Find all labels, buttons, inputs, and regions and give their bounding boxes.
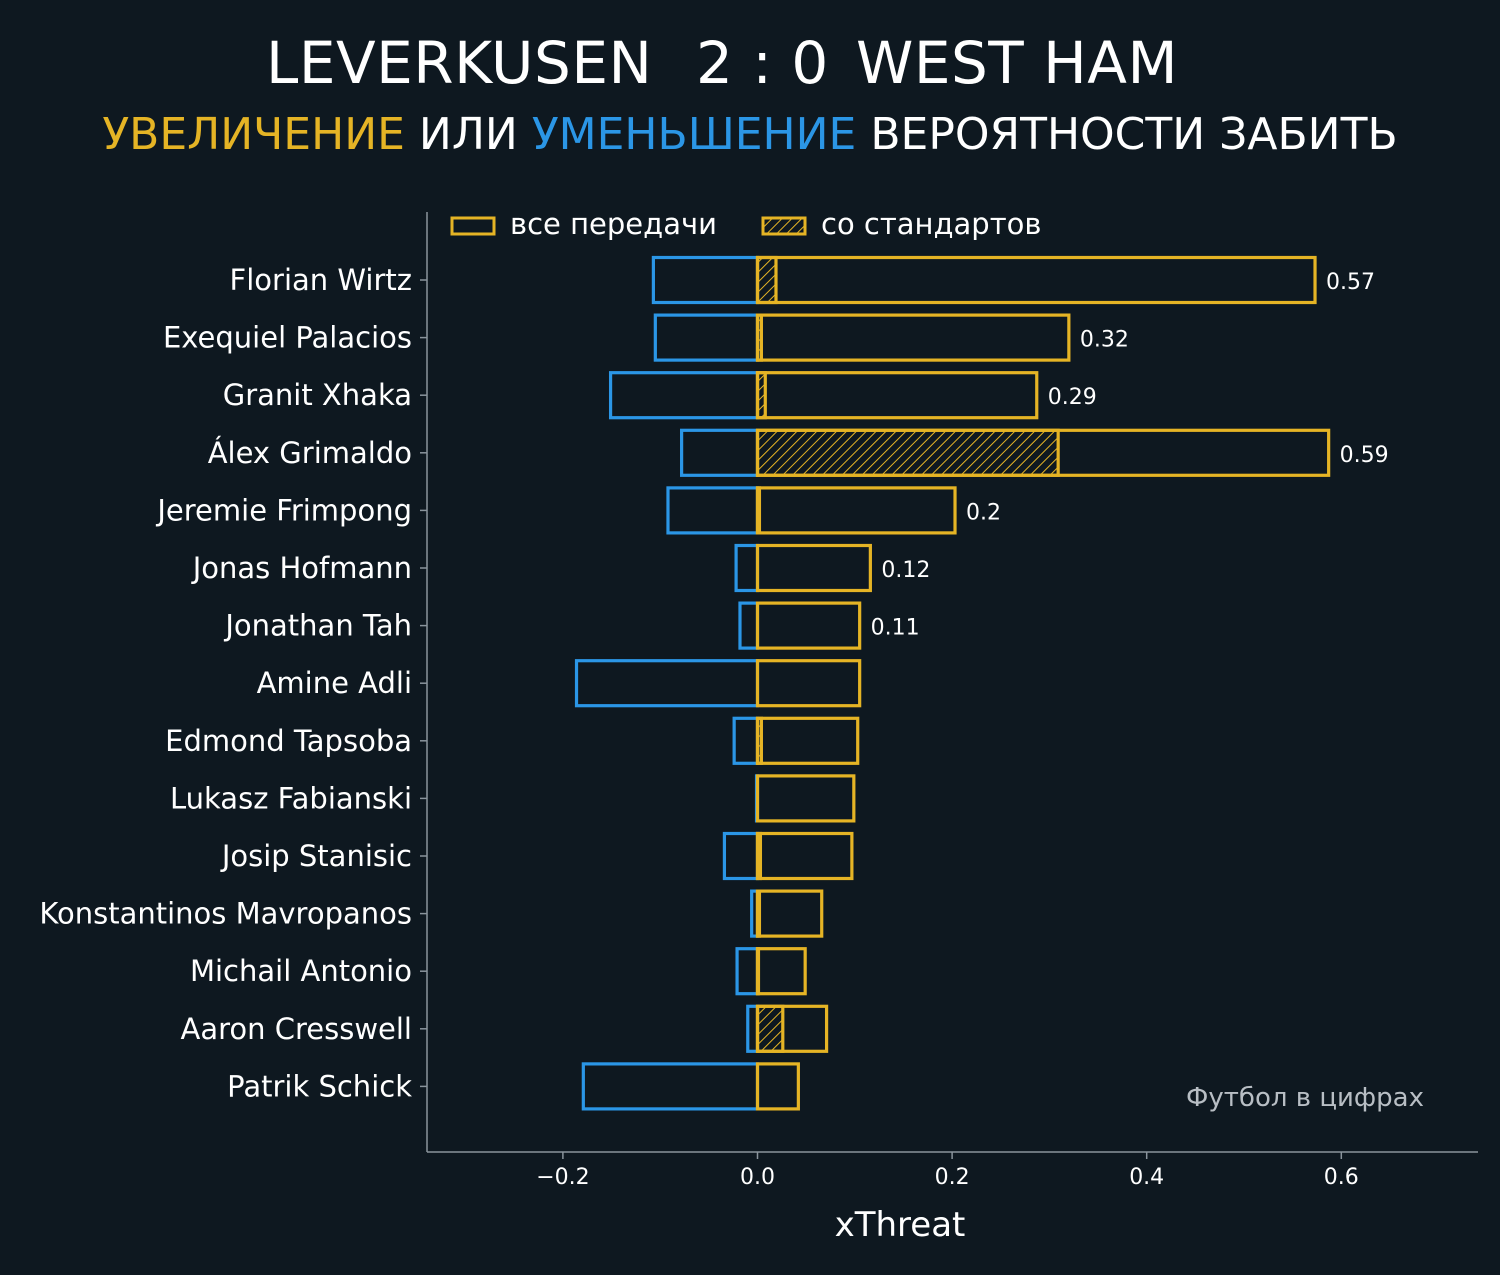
legend-swatch-set-pieces [761,216,807,236]
increase-bar [755,313,1071,362]
x-tick-label: 0.4 [1129,1165,1164,1190]
set-piece-bar [755,947,761,996]
legend-swatch-all-passes [450,216,496,236]
x-tick-label: 0.0 [740,1165,775,1190]
decrease-bar [653,313,760,362]
player-label: Jonathan Tah [223,609,412,643]
increase-bar [755,1062,800,1111]
chart-subtitle: УВЕЛИЧЕНИЕ ИЛИ УМЕНЬШЕНИЕ ВЕРОЯТНОСТИ ЗА… [0,104,1500,166]
increase-bar [755,601,862,650]
credit-watermark: Футбол в цифрах [1186,1083,1424,1113]
home-team-name: LEVERKUSEN [266,29,653,97]
player-label: Konstantinos Mavropanos [39,897,412,931]
decrease-bar [574,659,760,708]
bar-value-label: 0.12 [881,558,930,583]
player-label: Álex Grimaldo [208,436,412,470]
player-label: Granit Xhaka [223,378,412,412]
decrease-bar [608,371,760,420]
bar-value-label: 0.11 [871,616,920,641]
set-piece-bar [755,486,762,535]
increase-bar [755,831,854,881]
player-label: Lukasz Fabianski [170,781,412,815]
chart-title: LEVERKUSEN 2 : 0 WEST HAM [0,28,1500,108]
bar-value-label: 0.57 [1326,270,1375,295]
set-piece-bar [755,371,767,420]
increase-bar [755,889,824,938]
increase-bar [755,947,807,996]
bar-value-label: 0.2 [966,500,1001,525]
x-axis-label: xThreat [835,1205,966,1245]
set-piece-bar [755,716,763,765]
x-tick-label: 0.6 [1324,1165,1359,1190]
bar-value-label: 0.32 [1080,328,1129,353]
legend-label-set-pieces: со стандартов [821,207,1041,241]
x-tick-label: 0.2 [935,1165,970,1190]
decrease-bar [722,831,760,881]
decrease-bar [735,947,760,996]
player-label: Florian Wirtz [230,263,412,297]
player-label: Aaron Cresswell [180,1012,412,1046]
decrease-bar [651,255,760,305]
away-team-name: WEST HAM [856,29,1179,97]
increase-bar [755,659,862,708]
increase-bar [755,486,957,535]
set-piece-bar [755,1004,785,1053]
chart-legend: все передачи со стандартов [450,207,1041,241]
decrease-bar [738,601,760,650]
player-label: Exequiel Palacios [163,321,412,355]
increase-bar [755,255,1317,305]
increase-bar [755,774,856,823]
set-piece-bar [755,313,763,362]
increase-bar [755,716,860,765]
subtitle-increase: УВЕЛИЧЕНИЕ [102,109,405,160]
decrease-bar [666,486,760,535]
player-label: Jonas Hofmann [191,551,412,585]
decrease-bar [732,716,760,765]
bar-value-label: 0.29 [1048,385,1097,410]
bar-value-label: 0.59 [1340,443,1389,468]
player-label: Josip Stanisic [220,839,412,873]
increase-bar [755,543,872,593]
player-label: Edmond Tapsoba [165,724,412,758]
set-piece-bar [755,255,778,305]
chart-axes: −0.2 0.0 0.2 0.4 0.6 [420,212,1478,1190]
set-piece-bar [755,889,762,938]
legend-label-all-passes: все передачи [510,207,717,241]
subtitle-rest: ВЕРОЯТНОСТИ ЗАБИТЬ [870,109,1398,160]
decrease-bar [734,543,760,593]
decrease-bar [680,428,760,477]
subtitle-or: ИЛИ [418,109,518,160]
decrease-bar [581,1062,760,1111]
chart-labels: Florian Wirtz 0.57 Exequiel Palacios 0.32 Gr… [39,263,1388,1103]
player-label: Patrik Schick [227,1069,412,1103]
match-score: 2 : 0 [696,29,829,97]
subtitle-decrease: УМЕНЬШЕНИЕ [531,109,857,160]
chart-bars [574,255,1331,1111]
player-label: Amine Adli [257,666,412,700]
increase-bar [755,371,1039,420]
player-label: Michail Antonio [190,954,412,988]
set-piece-bar [755,831,763,881]
set-piece-bar [755,428,1060,477]
x-tick-label: −0.2 [536,1165,589,1190]
player-label: Jeremie Frimpong [155,493,412,527]
